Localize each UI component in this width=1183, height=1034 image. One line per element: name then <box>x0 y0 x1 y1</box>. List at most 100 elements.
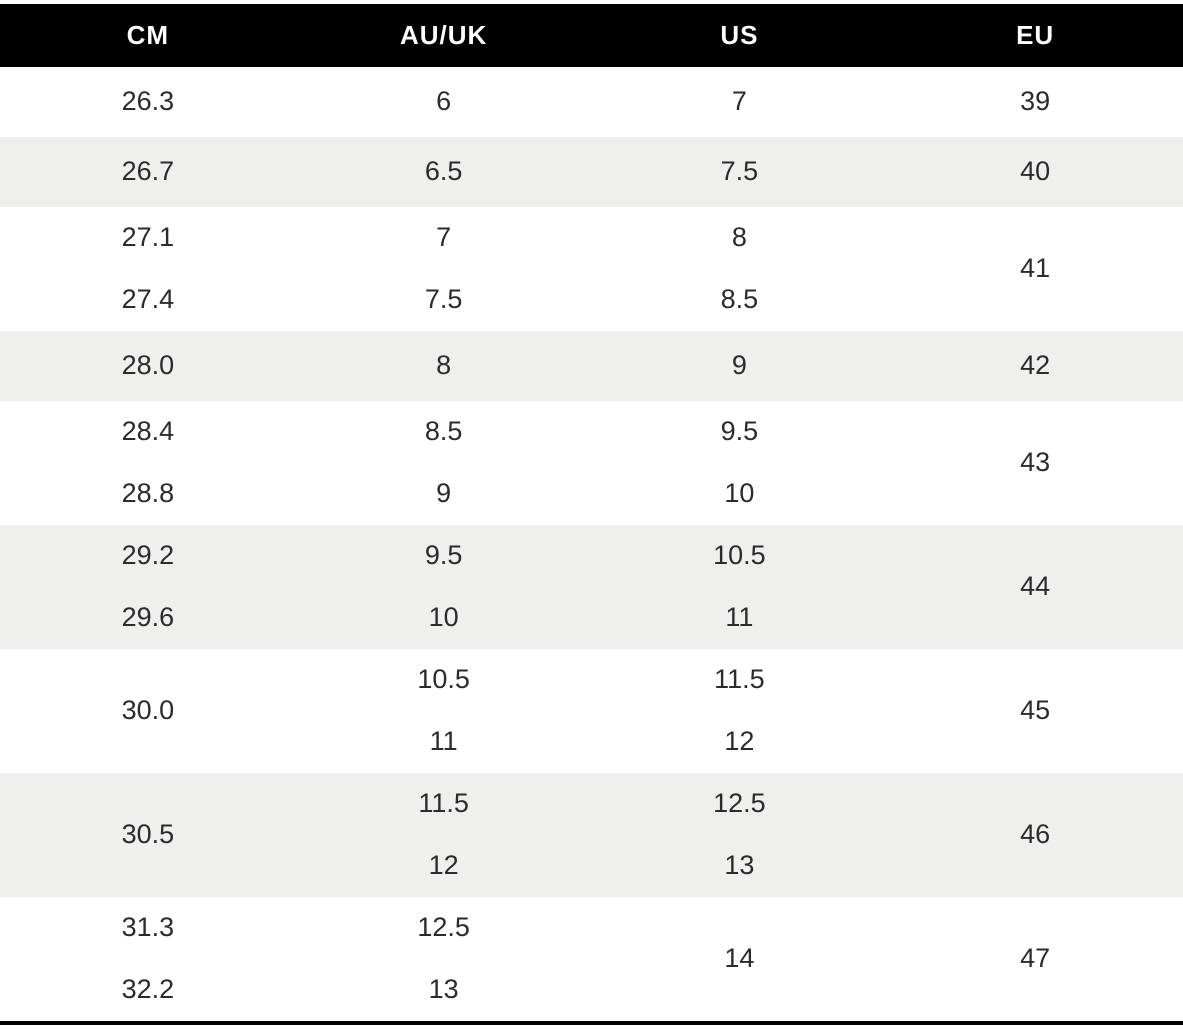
cell-eu: 39 <box>887 67 1183 137</box>
cell-value: 45 <box>1020 695 1051 726</box>
cell-value: 7.5 <box>424 284 463 315</box>
cell-value: 8.5 <box>424 416 463 447</box>
cell-us: 12.5 13 <box>592 773 888 897</box>
cell-value: 44 <box>1020 571 1051 602</box>
cell-cm: 29.2 29.6 <box>0 525 296 649</box>
cell-eu: 41 <box>887 207 1183 331</box>
cell-us: 7.5 <box>592 137 888 207</box>
table-row: 28.4 28.8 8.5 9 9.5 10 43 <box>0 401 1183 525</box>
cell-value: 28.4 <box>121 416 175 447</box>
cell-us: 9 <box>592 331 888 401</box>
cell-value: 28.0 <box>121 350 175 381</box>
cell-us: 11.5 12 <box>592 649 888 773</box>
cell-us: 7 <box>592 67 888 137</box>
cell-value: 29.2 <box>121 540 175 571</box>
cell-value: 8.5 <box>720 284 759 315</box>
table-row: 28.0 8 9 42 <box>0 331 1183 401</box>
cell-value: 42 <box>1020 350 1051 381</box>
cell-value: 30.0 <box>121 695 175 726</box>
column-header-cm: CM <box>126 20 170 50</box>
cell-value: 47 <box>1020 943 1051 974</box>
table-row: 26.7 6.5 7.5 40 <box>0 137 1183 207</box>
cell-cm: 27.1 27.4 <box>0 207 296 331</box>
cell-value: 29.6 <box>121 602 175 633</box>
cell-auuk: 6.5 <box>296 137 592 207</box>
cell-value: 28.8 <box>121 478 175 509</box>
cell-value: 27.4 <box>121 284 175 315</box>
cell-eu: 46 <box>887 773 1183 897</box>
cell-value: 9 <box>731 350 747 381</box>
cell-value: 43 <box>1020 447 1051 478</box>
cell-value: 13 <box>428 974 459 1005</box>
cell-value: 10 <box>428 602 459 633</box>
cell-value: 12 <box>724 726 755 757</box>
cell-cm: 28.4 28.8 <box>0 401 296 525</box>
cell-value: 26.7 <box>121 156 175 187</box>
cell-value: 9 <box>436 478 452 509</box>
cell-value: 7.5 <box>720 156 759 187</box>
size-conversion-table: CM AU/UK US EU 26.3 6 7 39 26.7 6.5 7.5 40 27.1 2… <box>0 4 1183 1025</box>
cell-eu: 45 <box>887 649 1183 773</box>
table-header-row: CM AU/UK US EU <box>0 4 1183 67</box>
cell-value: 26.3 <box>121 86 175 117</box>
cell-value: 10 <box>724 478 755 509</box>
column-header-auuk: AU/UK <box>399 20 488 50</box>
table-row: 26.3 6 7 39 <box>0 67 1183 137</box>
cell-cm: 26.3 <box>0 67 296 137</box>
cell-auuk: 11.5 12 <box>296 773 592 897</box>
cell-value: 46 <box>1020 819 1051 850</box>
cell-value: 7 <box>436 222 452 253</box>
table-row: 31.3 32.2 12.5 13 14 47 <box>0 897 1183 1021</box>
cell-value: 11.5 <box>418 788 469 819</box>
cell-value: 31.3 <box>121 912 175 943</box>
column-header-eu: EU <box>1016 20 1055 50</box>
table-row: 27.1 27.4 7 7.5 8 8.5 41 <box>0 207 1183 331</box>
table-row: 30.0 10.5 11 11.5 12 45 <box>0 649 1183 773</box>
cell-auuk: 9.5 10 <box>296 525 592 649</box>
cell-value: 10.5 <box>417 664 470 695</box>
cell-value: 30.5 <box>121 819 175 850</box>
cell-auuk: 8.5 9 <box>296 401 592 525</box>
cell-value: 40 <box>1020 156 1051 187</box>
cell-value: 10.5 <box>713 540 766 571</box>
cell-value: 7 <box>731 86 747 117</box>
cell-value: 9.5 <box>424 540 463 571</box>
cell-value: 11 <box>725 602 754 633</box>
cell-value: 11 <box>429 726 458 757</box>
cell-value: 9.5 <box>720 416 759 447</box>
cell-value: 14 <box>724 943 755 974</box>
cell-value: 13 <box>724 850 755 881</box>
cell-cm: 28.0 <box>0 331 296 401</box>
cell-cm: 31.3 32.2 <box>0 897 296 1021</box>
cell-value: 6.5 <box>424 156 463 187</box>
cell-eu: 47 <box>887 897 1183 1021</box>
cell-eu: 44 <box>887 525 1183 649</box>
cell-value: 41 <box>1020 253 1051 284</box>
cell-auuk: 6 <box>296 67 592 137</box>
cell-value: 27.1 <box>121 222 175 253</box>
cell-value: 39 <box>1020 86 1051 117</box>
cell-us: 8 8.5 <box>592 207 888 331</box>
cell-value: 6 <box>436 86 452 117</box>
cell-auuk: 7 7.5 <box>296 207 592 331</box>
cell-eu: 42 <box>887 331 1183 401</box>
cell-cm: 26.7 <box>0 137 296 207</box>
cell-value: 8 <box>731 222 747 253</box>
cell-us: 14 <box>592 897 888 1021</box>
table-row: 30.5 11.5 12 12.5 13 46 <box>0 773 1183 897</box>
cell-cm: 30.0 <box>0 649 296 773</box>
table-row: 29.2 29.6 9.5 10 10.5 11 44 <box>0 525 1183 649</box>
column-header-us: US <box>720 20 759 50</box>
cell-value: 11.5 <box>714 664 765 695</box>
cell-us: 9.5 10 <box>592 401 888 525</box>
cell-cm: 30.5 <box>0 773 296 897</box>
cell-auuk: 10.5 11 <box>296 649 592 773</box>
cell-value: 32.2 <box>121 974 175 1005</box>
cell-auuk: 8 <box>296 331 592 401</box>
cell-auuk: 12.5 13 <box>296 897 592 1021</box>
cell-eu: 40 <box>887 137 1183 207</box>
cell-eu: 43 <box>887 401 1183 525</box>
cell-us: 10.5 11 <box>592 525 888 649</box>
cell-value: 12.5 <box>417 912 470 943</box>
